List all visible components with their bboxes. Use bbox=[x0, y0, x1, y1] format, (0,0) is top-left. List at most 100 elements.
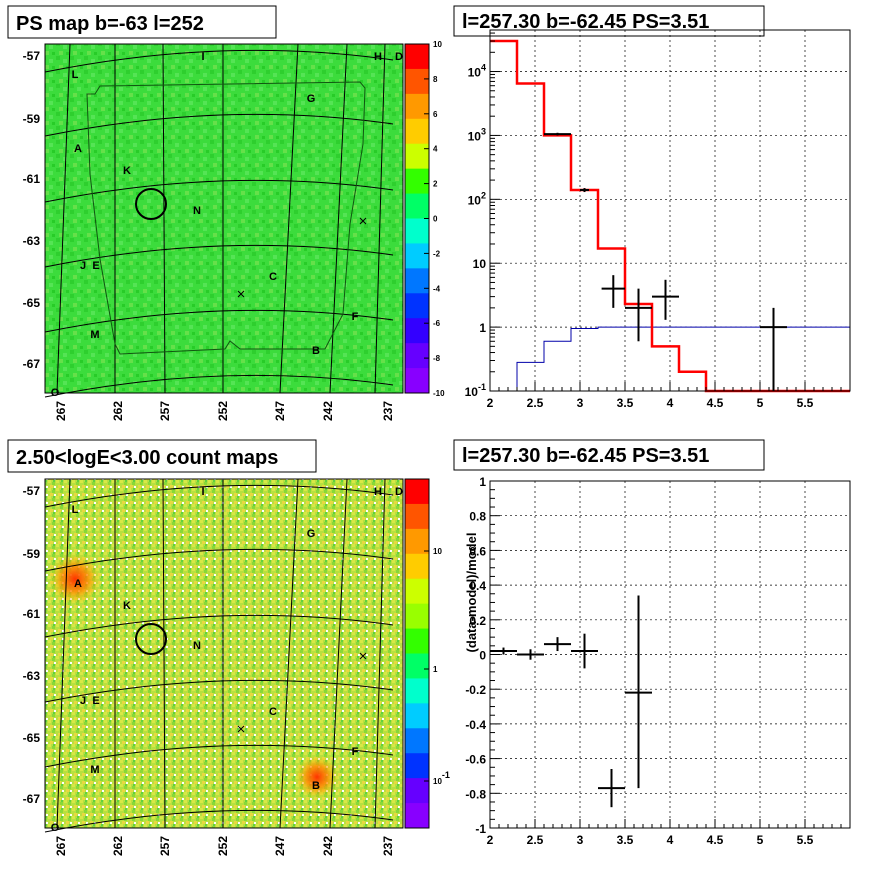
cross-marker bbox=[359, 217, 367, 225]
latitude-line bbox=[44, 614, 394, 638]
x-tick-label: 262 bbox=[111, 401, 125, 421]
colorbar-segment bbox=[405, 778, 429, 804]
source-label-c: C bbox=[269, 271, 277, 283]
hotspot-b bbox=[295, 755, 339, 799]
y-tick-label: -61 bbox=[23, 607, 41, 621]
y-tick-label: -57 bbox=[23, 484, 41, 498]
y-tick-label: 1 bbox=[479, 475, 486, 489]
longitude-line bbox=[374, 43, 386, 394]
y-tick-label: 0.8 bbox=[469, 510, 486, 524]
y-tick-label: 0.4 bbox=[469, 579, 486, 593]
colorbar-tick-label: 0 bbox=[433, 215, 438, 224]
y-tick-label: -61 bbox=[23, 172, 41, 186]
y-tick-label: 0 bbox=[479, 649, 486, 663]
y-tick-label: 102 bbox=[468, 190, 486, 207]
longitude-line bbox=[329, 478, 348, 829]
colorbar-segment bbox=[405, 753, 429, 779]
x-tick-label: 257 bbox=[158, 401, 172, 421]
x-tick-label: 247 bbox=[273, 836, 287, 856]
model-blue bbox=[516, 326, 850, 391]
y-tick-label: 104 bbox=[468, 63, 486, 80]
source-label-c: C bbox=[269, 706, 277, 718]
colorbar-segment bbox=[405, 803, 429, 829]
colorbar-segment bbox=[405, 343, 429, 369]
map-title-top: PS map b=-63 l=252 bbox=[16, 13, 204, 35]
latitude-line bbox=[44, 309, 394, 333]
x-tick-label: 5 bbox=[757, 833, 764, 847]
colorbar-segment bbox=[405, 728, 429, 754]
colorbar-segment bbox=[405, 368, 429, 394]
source-label-n: N bbox=[193, 205, 201, 217]
colorbar-tick-label: 10-1 bbox=[433, 770, 450, 786]
latitude-line bbox=[44, 49, 394, 73]
colorbar-segment bbox=[405, 218, 429, 244]
x-tick-label: 3 bbox=[577, 396, 584, 410]
colorbar-segment bbox=[405, 168, 429, 195]
colorbar-segment bbox=[405, 628, 429, 654]
y-tick-label: -59 bbox=[23, 547, 41, 561]
y-tick-label: -63 bbox=[23, 234, 41, 248]
y-tick-label: 103 bbox=[468, 126, 486, 143]
colorbar-tick-label: 6 bbox=[433, 110, 438, 119]
map-frame bbox=[44, 478, 404, 829]
y-tick-label: -1 bbox=[475, 822, 486, 836]
source-label-n: N bbox=[193, 640, 201, 652]
x-tick-label: 2 bbox=[487, 396, 494, 410]
x-tick-label: 252 bbox=[216, 401, 230, 421]
longitude-line bbox=[56, 478, 71, 829]
colorbar-segment bbox=[405, 93, 429, 120]
colorbar-segment bbox=[405, 143, 429, 170]
y-tick-label: -63 bbox=[23, 669, 41, 683]
colorbar-segment bbox=[405, 479, 429, 505]
marker-circle bbox=[135, 623, 167, 655]
map-title-top-box bbox=[7, 5, 277, 39]
y-tick-label: 10 bbox=[473, 257, 487, 271]
spectrum-title: l=257.30 b=-62.45 PS=3.51 bbox=[462, 11, 709, 33]
source-label-b: B bbox=[312, 780, 320, 792]
source-label-f: F bbox=[352, 311, 359, 323]
x-tick-label: 3.5 bbox=[617, 833, 634, 847]
colorbar-tick-label: 10 bbox=[433, 547, 442, 556]
source-label-d: D bbox=[395, 51, 403, 63]
source-label-h: H bbox=[374, 51, 382, 63]
source-label-d: D bbox=[395, 486, 403, 498]
source-label-b: B bbox=[312, 345, 320, 357]
latitude-line bbox=[44, 744, 394, 768]
source-label-e: E bbox=[92, 695, 99, 707]
source-label-h: H bbox=[374, 486, 382, 498]
x-tick-label: 3.5 bbox=[617, 396, 634, 410]
colorbar-segment bbox=[405, 528, 429, 555]
colorbar-segment bbox=[405, 44, 429, 70]
source-label-l: L bbox=[72, 504, 79, 516]
source-label-j: J bbox=[80, 695, 86, 707]
x-tick-label: 237 bbox=[381, 401, 395, 421]
x-tick-label: 237 bbox=[381, 836, 395, 856]
latitude-line bbox=[44, 484, 394, 508]
source-label-k: K bbox=[123, 165, 131, 177]
colorbar-segment bbox=[405, 578, 429, 605]
residual-title-box bbox=[453, 439, 765, 471]
y-tick-label: 10-1 bbox=[465, 382, 486, 399]
x-tick-label: 2.5 bbox=[527, 396, 544, 410]
source-label-g: G bbox=[307, 93, 316, 105]
map-title-top-group: PS map b=-63 l=252 bbox=[7, 5, 277, 39]
y-tick-label: 1 bbox=[479, 321, 486, 335]
colorbar-tick-label: 8 bbox=[433, 75, 438, 84]
map-title-bottom-group: 2.50<logE<3.00 count maps bbox=[7, 439, 317, 473]
source-label-l: L bbox=[72, 69, 79, 81]
spectrum-panel: 2 2.5 3 3.5 4 4.5 5 5.5 10-1 1 10 102 103 104 bbox=[465, 29, 851, 410]
x-tick-label: 242 bbox=[321, 401, 335, 421]
source-label-a: A bbox=[74, 143, 82, 155]
colorbar-segment bbox=[405, 268, 429, 294]
y-tick-label: -0.2 bbox=[465, 683, 486, 697]
colorbar-segment bbox=[405, 193, 429, 219]
latitude-line bbox=[44, 809, 394, 833]
longitude-line bbox=[56, 43, 71, 394]
colorbar-tick-label: 4 bbox=[433, 145, 438, 154]
colorbar-segment bbox=[405, 553, 429, 580]
source-label-m: M bbox=[90, 764, 99, 776]
x-tick-label: 267 bbox=[54, 401, 68, 421]
spectrum-title-box bbox=[453, 5, 765, 37]
